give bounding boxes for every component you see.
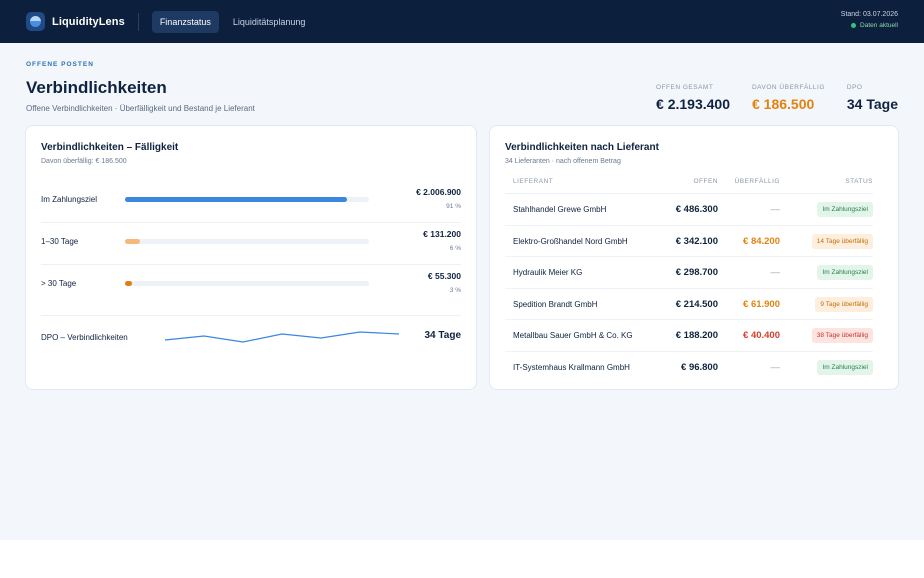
- aging-bar-fill: [125, 281, 133, 286]
- kpi-value: € 186.500: [751, 96, 815, 112]
- kpi-dpo: DPO 34 Tage: [847, 84, 898, 112]
- supplier-card: Verbindlichkeiten nach Lieferant 34 Lief…: [490, 126, 898, 389]
- aging-bar-track: [125, 281, 369, 286]
- supplier-open: € 214.500: [675, 298, 718, 310]
- status-dot-icon: [851, 23, 857, 28]
- supplier-overdue: —: [770, 362, 781, 373]
- dpo-value: 34 Tage: [424, 330, 462, 341]
- table-row[interactable]: Elektro-Großhandel Nord GmbH € 342.100 €…: [505, 226, 873, 258]
- supplier-name: Hydraulik Meier KG: [513, 268, 583, 278]
- aging-label: 1–30 Tage: [41, 237, 79, 246]
- page-subtitle: Offene Verbindlichkeiten · Überfälligkei…: [26, 104, 255, 113]
- supplier-name: Elektro-Großhandel Nord GmbH: [513, 236, 628, 246]
- live-status-label: Daten aktuell: [860, 22, 898, 29]
- kpi-value: 34 Tage: [846, 96, 898, 112]
- supplier-open: € 188.200: [675, 330, 718, 342]
- aging-amount: € 131.200: [423, 229, 461, 239]
- tab-finanzstatus[interactable]: Finanzstatus: [151, 10, 219, 33]
- status-badge: 38 Tage überfällig: [811, 328, 873, 344]
- kpi-label: OFFEN GESAMT: [656, 84, 714, 91]
- dpo-sparkline-line: [164, 331, 400, 343]
- supplier-overdue: € 61.900: [743, 298, 780, 310]
- kpi-total: OFFEN GESAMT € 2.193.400: [656, 84, 730, 112]
- tab-liquiditaetsplanung[interactable]: Liquiditätsplanung: [232, 16, 306, 27]
- dpo-sparkline: [164, 331, 400, 343]
- status-badge: 9 Tage überfällig: [815, 296, 873, 312]
- aging-label: > 30 Tage: [41, 279, 77, 288]
- supplier-overdue: —: [770, 204, 781, 215]
- supplier-table-header: LIEFERANT OFFEN ÜBERFÄLLIG STATUS: [505, 178, 873, 194]
- nav-divider: [137, 12, 139, 31]
- logo[interactable]: LiquidityLens: [26, 12, 125, 31]
- status-badge: 14 Tage überfällig: [811, 233, 873, 249]
- col-header-open[interactable]: OFFEN: [693, 178, 718, 185]
- aging-bar-track: [125, 239, 369, 244]
- aging-amount: € 2.006.900: [416, 187, 461, 197]
- aging-pct: 3 %: [449, 287, 461, 294]
- supplier-open: € 486.300: [675, 204, 718, 215]
- aging-pct: 6 %: [449, 245, 461, 252]
- aging-pct: 91 %: [446, 203, 461, 210]
- col-header-supplier[interactable]: LIEFERANT: [513, 178, 554, 185]
- supplier-open: € 96.800: [681, 362, 718, 373]
- col-header-status[interactable]: STATUS: [845, 178, 873, 185]
- logo-text: LiquidityLens: [52, 15, 125, 28]
- table-row[interactable]: Stahlhandel Grewe GmbH € 486.300 — Im Za…: [505, 194, 873, 226]
- supplier-name: Stahlhandel Grewe GmbH: [513, 205, 607, 214]
- aging-bar-track: [125, 197, 369, 202]
- aging-card-subtitle: Davon überfällig: € 186.500: [41, 158, 127, 165]
- kpi-label: DPO: [846, 84, 863, 91]
- stand-date: Stand: 03.07.2026: [840, 11, 898, 18]
- table-row[interactable]: Metallbau Sauer GmbH & Co. KG € 188.200 …: [505, 320, 873, 352]
- live-status: Daten aktuell: [841, 22, 898, 29]
- supplier-open: € 342.100: [675, 235, 718, 247]
- table-row[interactable]: IT-Systemhaus Krallmann GmbH € 96.800 — …: [505, 352, 873, 384]
- status-badge: Im Zahlungsziel: [817, 360, 873, 375]
- aging-card: Verbindlichkeiten – Fälligkeit Davon übe…: [26, 126, 476, 389]
- dpo-row: DPO – Verbindlichkeiten 34 Tage: [41, 320, 461, 350]
- supplier-card-title: Verbindlichkeiten nach Lieferant: [505, 142, 659, 153]
- status-badge: Im Zahlungsziel: [817, 265, 873, 281]
- aging-card-title: Verbindlichkeiten – Fälligkeit: [41, 142, 179, 153]
- supplier-name: Metallbau Sauer GmbH & Co. KG: [513, 331, 633, 341]
- supplier-name: Spedition Brandt GmbH: [513, 299, 598, 309]
- kpi-value: € 2.193.400: [656, 96, 730, 112]
- app-root: LiquidityLens Finanzstatus Liquiditätspl…: [0, 0, 924, 540]
- kpi-strip: OFFEN GESAMT € 2.193.400 DAVON ÜBERFÄLLI…: [656, 84, 898, 112]
- col-header-overdue[interactable]: ÜBERFÄLLIG: [734, 178, 780, 185]
- aging-bar-fill: [125, 239, 140, 244]
- data-status: Stand: 03.07.2026 Daten aktuell: [841, 11, 898, 29]
- aging-row[interactable]: > 30 Tage € 55.300 3 %: [41, 265, 461, 316]
- supplier-overdue: € 84.200: [743, 235, 780, 247]
- aging-row[interactable]: 1–30 Tage € 131.200 6 %: [41, 223, 461, 265]
- supplier-overdue: —: [770, 267, 781, 279]
- table-row[interactable]: Hydraulik Meier KG € 298.700 — Im Zahlun…: [505, 257, 873, 289]
- aging-amount: € 55.300: [427, 271, 461, 281]
- supplier-name: IT-Systemhaus Krallmann GmbH: [513, 363, 630, 372]
- aging-row[interactable]: Im Zahlungsziel € 2.006.900 91 %: [41, 181, 461, 223]
- top-bar: LiquidityLens Finanzstatus Liquiditätspl…: [0, 0, 924, 43]
- dpo-label: DPO – Verbindlichkeiten: [41, 333, 128, 342]
- supplier-open: € 298.700: [675, 267, 718, 279]
- table-row[interactable]: Spedition Brandt GmbH € 214.500 € 61.900…: [505, 289, 873, 321]
- supplier-card-subtitle: 34 Lieferanten · nach offenem Betrag: [505, 158, 621, 165]
- kpi-overdue: DAVON ÜBERFÄLLIG € 186.500: [752, 84, 825, 112]
- aging-label: Im Zahlungsziel: [41, 195, 98, 204]
- status-badge: Im Zahlungsziel: [817, 202, 873, 217]
- page-eyebrow: OFFENE POSTEN: [26, 61, 94, 68]
- kpi-label: DAVON ÜBERFÄLLIG: [751, 84, 825, 91]
- supplier-overdue: € 40.400: [743, 330, 780, 342]
- aging-bar-fill: [125, 197, 348, 202]
- page-title: Verbindlichkeiten: [26, 78, 167, 97]
- logo-icon: [26, 12, 45, 31]
